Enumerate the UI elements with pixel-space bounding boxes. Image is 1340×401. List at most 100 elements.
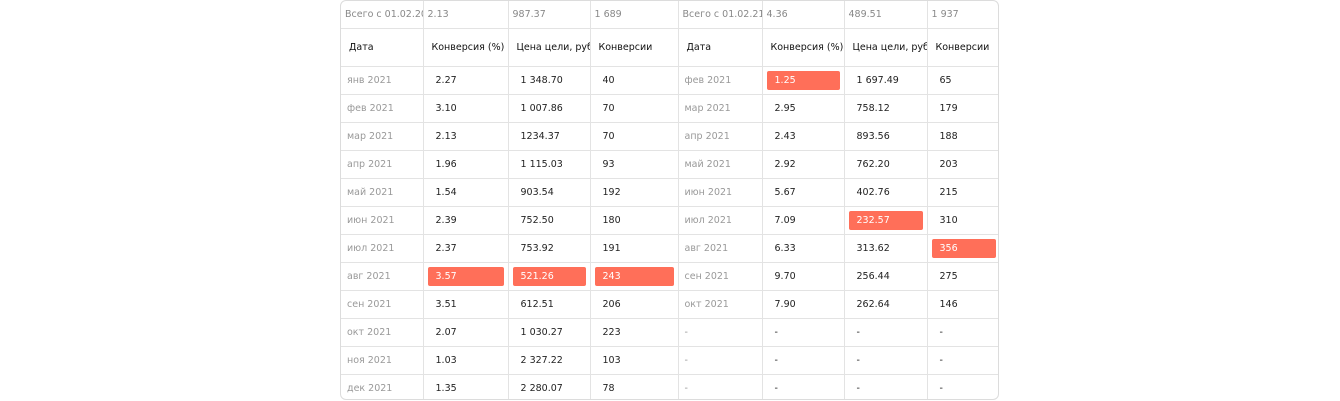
cell-text: 4.36 [766,9,788,20]
cell-text: 1 007.86 [520,103,563,114]
value-cell: 3.51 [423,290,509,319]
cell-text: июл 2021 [347,243,395,254]
value-cell: 180 [590,206,679,235]
value-cell: 2 280.07 [508,374,591,399]
header-cell: Конверсия (%) [423,28,509,67]
cell-text: 206 [602,299,621,310]
cell-text: 2 280.07 [520,383,563,394]
date-cell: авг 2021 [341,262,424,291]
cell-text: 310 [939,215,958,226]
value-cell: 762.20 [844,150,928,179]
cell-text: июл 2021 [684,215,732,226]
cell-text: май 2021 [347,187,394,198]
cell-text: - [774,383,778,394]
cell-text: мар 2021 [347,131,394,142]
value-cell: 70 [590,122,679,151]
cell-text: 2.43 [774,131,796,142]
cell-text: 356 [931,239,996,258]
cell-text: апр 2021 [347,159,393,170]
cell-text: 5.67 [774,187,796,198]
cell-text: - [856,383,860,394]
header-cell: Конверсия (%) [762,28,845,67]
value-cell: 40 [590,66,679,95]
value-cell: 191 [590,234,679,263]
date-cell: дек 2021 [341,374,424,399]
cell-text: Конверсии [935,42,990,53]
row-row: июн 2021 2.39 752.50 180 июл 2021 7.09 232.57 3… [341,206,998,235]
cell-text: май 2021 [684,159,731,170]
cell-text: фев 2021 [347,103,394,114]
row-row: апр 2021 1.96 1 115.03 93 май 2021 2.92 762.20… [341,150,998,179]
value-cell: 893.56 [844,122,928,151]
cell-text: 78 [602,383,615,394]
cell-text: - [684,355,688,366]
summary-cell: 987.37 [508,1,591,29]
cell-text: 612.51 [520,299,554,310]
value-cell: 2.27 [423,66,509,95]
cell-text: 2.39 [435,215,457,226]
cell-text: 1.35 [435,383,457,394]
cell-text: 1 348.70 [520,75,563,86]
cell-text: сен 2021 [347,299,392,310]
cell-text: 93 [602,159,615,170]
cell-text: 2.27 [435,75,457,86]
summary-cell: 4.36 [762,1,845,29]
cell-text: 9.70 [774,271,796,282]
value-cell: 1 030.27 [508,318,591,347]
cell-text: фев 2021 [684,75,732,86]
date-cell: фев 2021 [341,94,424,123]
cell-text: - [856,327,860,338]
cell-text: Дата [686,42,712,53]
cell-text: 2 327.22 [520,355,563,366]
cell-text: авг 2021 [684,243,729,254]
row-row: окт 2021 2.07 1 030.27 223 - - - - [341,318,998,347]
cell-text: 752.50 [520,215,554,226]
date-cell: сен 2021 [341,290,424,319]
value-cell: 179 [927,94,998,123]
cell-text: 1.54 [435,187,457,198]
value-cell: - [927,346,998,375]
cell-text: 2.07 [435,327,457,338]
header-cell: Цена цели, руб. [844,28,928,67]
value-cell: 188 [927,122,998,151]
cell-text: 262.64 [856,299,890,310]
cell-text: - [939,327,943,338]
value-cell: 1.25 [762,66,845,95]
date-cell: апр 2021 [341,150,424,179]
row-row: мар 2021 2.13 1234.37 70 апр 2021 2.43 893.56 1… [341,122,998,151]
date-cell: фев 2021 [678,66,763,95]
value-cell: 2.39 [423,206,509,235]
cell-text: 893.56 [856,131,890,142]
value-cell: 262.64 [844,290,928,319]
cell-text: 1 937 [931,9,959,20]
cell-text: 65 [939,75,952,86]
cell-text: - [774,327,778,338]
value-cell: 93 [590,150,679,179]
cell-text: 1 030.27 [520,327,563,338]
date-cell: апр 2021 [678,122,763,151]
cell-text: 2.37 [435,243,457,254]
value-cell: 7.90 [762,290,845,319]
date-cell: июн 2021 [341,206,424,235]
value-cell: - [927,375,998,400]
value-cell: - [927,318,998,347]
value-cell: 203 [927,150,998,179]
value-cell: - [762,374,845,399]
row-row: фев 2021 3.10 1 007.86 70 мар 2021 2.95 758.12… [341,94,998,123]
value-cell: 2.43 [762,122,845,151]
cell-text: 275 [939,271,958,282]
cell-text: окт 2021 [347,327,392,338]
value-cell: 2.37 [423,234,509,263]
cell-text: 2.13 [435,131,457,142]
value-cell: 1.03 [423,346,509,375]
row-row: ноя 2021 1.03 2 327.22 103 - - - - [341,346,998,375]
row-row: янв 2021 2.27 1 348.70 40 фев 2021 1.25 1 697.… [341,66,998,95]
summary-cell: 1 689 [590,1,679,29]
date-cell: - [678,318,763,347]
cell-text: окт 2021 [684,299,729,310]
value-cell: 206 [590,290,679,319]
summary-cell: 1 937 [927,1,998,29]
value-cell: 9.70 [762,262,845,291]
value-cell: 3.57 [423,262,509,291]
